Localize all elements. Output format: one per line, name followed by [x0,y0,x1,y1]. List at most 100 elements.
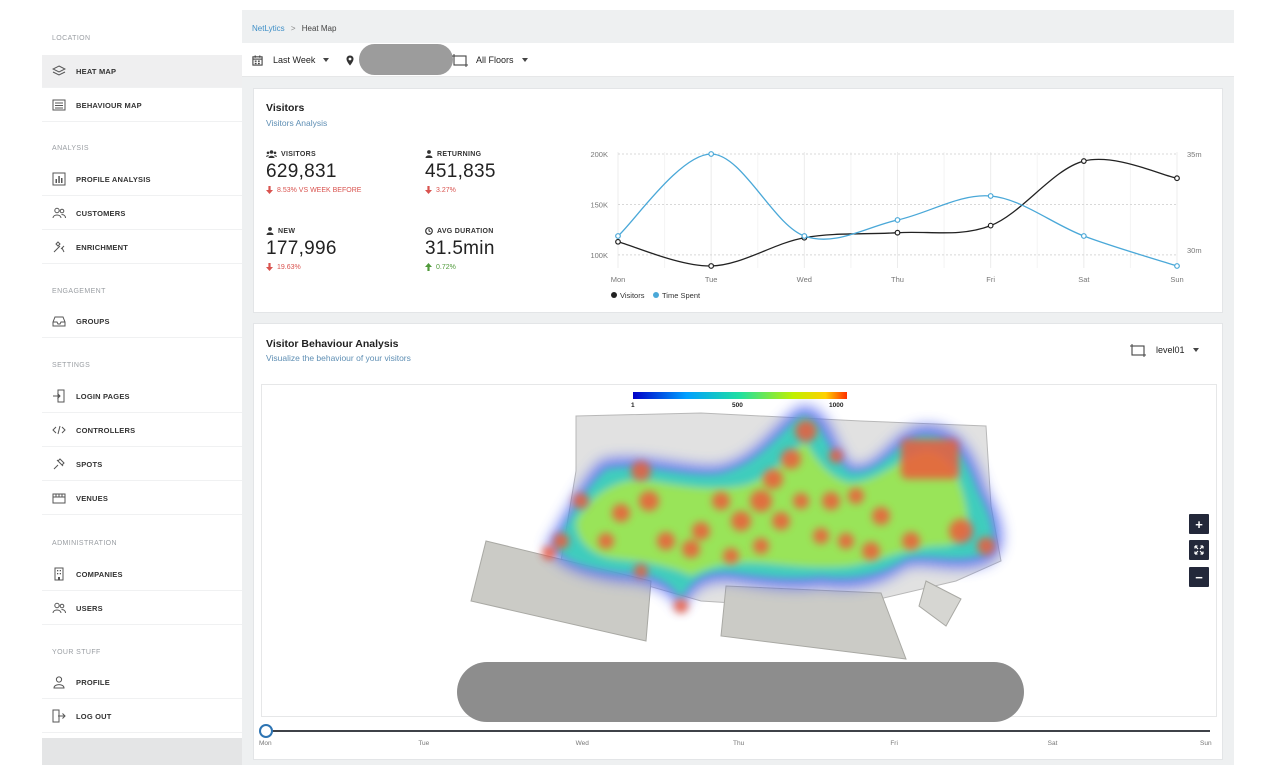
heatmap-canvas [470,392,1003,660]
location-selector[interactable] [346,43,354,77]
chevron-down-icon [521,58,528,62]
legend-marker-visitors [611,292,617,298]
breadcrumb-root[interactable]: NetLytics [252,24,285,33]
sidebar: LOCATION HEAT MAP BEHAVIOUR MAP ANALYSIS… [42,10,242,738]
timeline-day-label: Tue [418,740,430,747]
data-point-visitors[interactable] [894,229,901,236]
data-point-time-spent[interactable] [708,151,715,157]
kpi-avg-duration-label: AVG DURATION [437,227,494,235]
sidebar-item-groups[interactable]: GROUPS [42,305,242,338]
sidebar-item-label: COMPANIES [76,569,123,579]
sidebar-item-venues[interactable]: VENUES [42,482,242,515]
sidebar-item-behaviour-map[interactable]: BEHAVIOUR MAP [42,89,242,122]
sidebar-item-companies[interactable]: COMPANIES [42,558,242,591]
period-dropdown[interactable]: Last Week [252,43,330,77]
sidebar-section-title: LOCATION [52,35,91,42]
redacted-location [359,44,453,75]
legend-label-visitors[interactable]: Visitors [620,291,645,300]
sidebar-item-controllers[interactable]: CONTROLLERS [42,414,242,447]
zoom-out-button[interactable]: − [1189,567,1209,587]
kpi-returning: RETURNING 451,835 3.27% [425,150,496,194]
zoom-in-button[interactable]: + [1189,514,1209,534]
login-icon [52,389,66,403]
sidebar-section-title: ADMINISTRATION [52,540,117,547]
legend-marker-time-spent [653,292,659,298]
sidebar-item-heat-map[interactable]: HEAT MAP [42,55,242,88]
y-left-tick-label: 150K [590,200,608,209]
timeline-day-label: Thu [733,740,745,747]
behaviour-card-subtitle: Visualize the behaviour of your visitors [266,353,411,363]
sidebar-section-title: ANALYSIS [52,145,89,152]
redacted-overlay [457,662,1024,722]
sidebar-item-spots[interactable]: SPOTS [42,448,242,481]
data-point-time-spent[interactable] [1174,263,1180,269]
sidebar-item-customers[interactable]: CUSTOMERS [42,197,242,230]
kpi-avg-duration-delta: 0.72% [436,263,456,271]
sidebar-item-profile-analysis[interactable]: PROFILE ANALYSIS [42,163,242,196]
users-icon [266,150,277,158]
users-icon [52,601,66,615]
bar-chart-icon [52,172,66,186]
floor-dropdown[interactable]: All Floors [452,43,528,77]
kpi-visitors-delta: 8.53% VS WEEK BEFORE [277,186,362,194]
heatmap-panel[interactable]: 1 500 1000 [261,384,1217,717]
logout-icon [52,709,66,723]
x-tick-label: Mon [611,275,626,284]
visitors-line-chart: 200K 150K 100K 35m 30m Mon Tue Wed Thu Fri Sat Sun V… [590,150,1202,300]
data-point-visitors[interactable] [615,238,621,245]
level-dropdown[interactable]: level01 [1130,333,1199,367]
sidebar-item-label: USERS [76,603,103,613]
timeline-slider-track[interactable] [266,730,1210,732]
map-pin-icon [346,55,354,65]
heat-scale-mid: 500 [732,402,743,409]
sidebar-item-label: CONTROLLERS [76,425,136,435]
kpi-new-delta: 19.63% [277,263,301,271]
kpi-visitors-label: VISITORS [281,150,316,158]
data-point-visitors[interactable] [987,222,994,229]
data-point-time-spent[interactable] [801,233,808,239]
sidebar-section-title: SETTINGS [52,362,91,369]
sidebar-item-label: LOG OUT [76,711,112,721]
data-point-visitors[interactable] [1174,175,1180,182]
floorplan-icon [452,53,468,67]
breadcrumb-current: Heat Map [301,24,337,33]
timeline-slider-handle[interactable] [259,724,273,738]
legend-label-time-spent[interactable]: Time Spent [662,291,701,300]
kpi-new: NEW 177,996 19.63% [266,227,337,271]
sidebar-item-profile[interactable]: PROFILE [42,666,242,699]
person-icon [52,675,66,689]
sidebar-item-enrichment[interactable]: ENRICHMENT [42,231,242,264]
pin-icon [52,457,66,471]
period-value: Last Week [273,55,316,65]
fit-to-screen-button[interactable] [1189,540,1209,560]
fullscreen-icon [1194,545,1204,555]
data-point-time-spent[interactable] [615,233,621,239]
arrow-down-icon [425,186,432,194]
kpi-visitors: VISITORS 629,831 8.53% VS WEEK BEFORE [266,150,361,194]
sidebar-item-label: PROFILE [76,677,110,687]
data-point-time-spent[interactable] [1080,233,1087,239]
data-point-time-spent[interactable] [987,193,994,199]
inbox-icon [52,314,66,328]
heat-hotspots [542,420,995,613]
x-tick-label: Tue [705,275,718,284]
x-tick-label: Wed [797,275,812,284]
list-icon [52,98,66,112]
calendar-icon [252,54,263,66]
y-right-tick-label: 30m [1187,246,1202,255]
behaviour-card-title: Visitor Behaviour Analysis [266,338,399,350]
users-icon [52,206,66,220]
kpi-avg-duration: AVG DURATION 31.5min 0.72% [425,227,495,271]
data-point-visitors[interactable] [1080,158,1087,164]
sidebar-item-label: GROUPS [76,316,110,326]
data-point-time-spent[interactable] [894,217,901,223]
data-point-visitors[interactable] [708,263,715,269]
tools-icon [52,240,66,254]
chevron-down-icon [323,58,330,62]
timeline-day-label: Mon [259,740,272,747]
sidebar-item-label: SPOTS [76,459,103,469]
sidebar-item-log-out[interactable]: LOG OUT [42,700,242,733]
sidebar-item-login-pages[interactable]: LOGIN PAGES [42,380,242,413]
sidebar-item-users[interactable]: USERS [42,592,242,625]
timeline-day-label: Sun [1200,740,1212,747]
